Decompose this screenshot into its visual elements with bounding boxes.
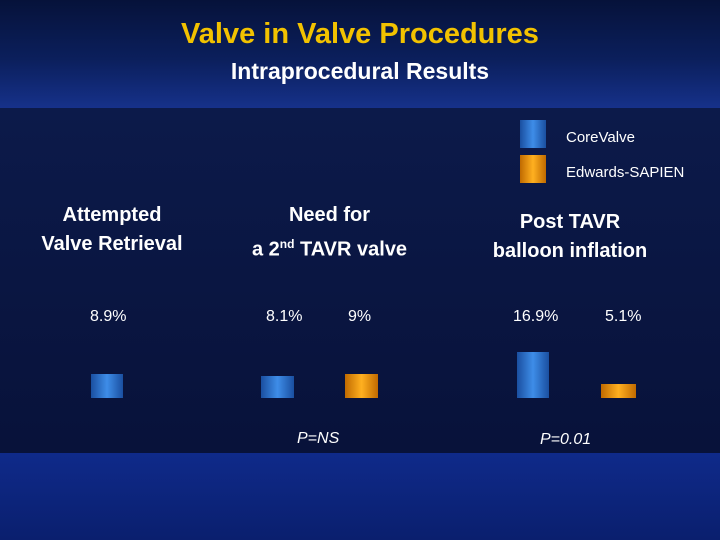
bar-second-valve-corevalve bbox=[261, 376, 294, 398]
slide-title: Valve in Valve Procedures bbox=[181, 18, 539, 50]
slide-subtitle: Intraprocedural Results bbox=[230, 58, 490, 84]
chart-area bbox=[0, 108, 720, 453]
data-label-retrieval-corevalve: 8.9% bbox=[90, 308, 127, 325]
p-value-second-valve: P=NS bbox=[297, 430, 340, 447]
data-label-balloon-corevalve: 16.9% bbox=[513, 308, 559, 325]
legend-label-corevalve: CoreValve bbox=[566, 129, 635, 146]
group-label-line2: a 2nd TAVR valve bbox=[251, 237, 408, 261]
bar-second-valve-sapien bbox=[345, 374, 378, 398]
bar-balloon-corevalve bbox=[517, 352, 549, 398]
bar-balloon-sapien bbox=[601, 384, 636, 398]
p-value-balloon: P=0.01 bbox=[540, 431, 592, 448]
group-label-line1: Need for bbox=[288, 204, 371, 226]
data-label-second-valve-corevalve: 8.1% bbox=[266, 308, 303, 325]
group-label-line1: Attempted bbox=[62, 204, 162, 226]
group-label-need-second-valve: Need for a 2nd TAVR valve bbox=[222, 201, 437, 265]
legend-label-edwards-sapien: Edwards-SAPIEN bbox=[566, 164, 685, 181]
footer-band bbox=[0, 453, 720, 540]
legend-swatch-corevalve bbox=[520, 120, 546, 148]
group-label-line2: Valve Retrieval bbox=[41, 233, 183, 255]
title-band: Valve in Valve Procedures Intraprocedura… bbox=[0, 0, 720, 108]
bar-retrieval-corevalve bbox=[91, 374, 123, 398]
group-label-attempted-valve-retrieval: Attempted Valve Retrieval bbox=[12, 201, 212, 259]
group-label-line2: balloon inflation bbox=[492, 240, 648, 262]
legend-swatch-edwards-sapien bbox=[520, 155, 546, 183]
group-label-line1: Post TAVR bbox=[519, 211, 621, 233]
group-label-post-tavr-balloon: Post TAVR balloon inflation bbox=[465, 208, 675, 266]
data-label-balloon-sapien: 5.1% bbox=[605, 308, 642, 325]
data-label-second-valve-sapien: 9% bbox=[348, 308, 372, 325]
